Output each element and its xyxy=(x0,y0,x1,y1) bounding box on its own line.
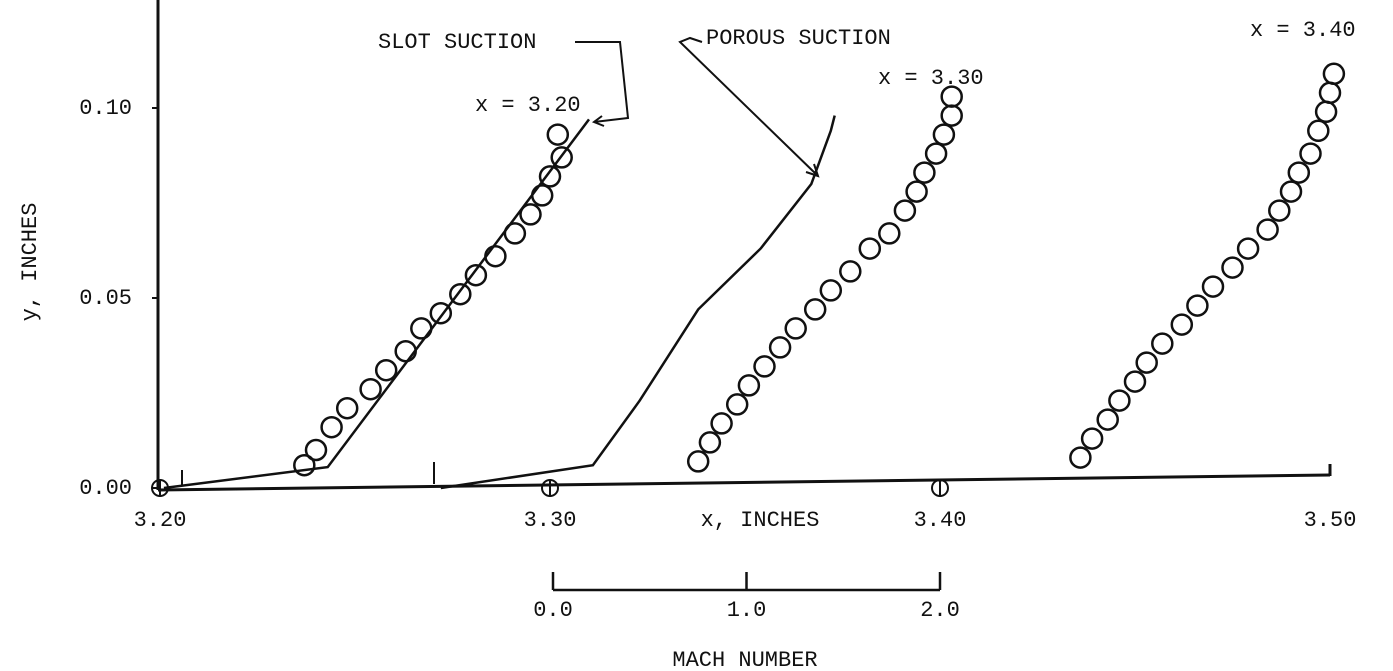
data-point xyxy=(1069,446,1092,469)
data-point xyxy=(1268,199,1291,222)
mach-tick-label: 1.0 xyxy=(727,598,767,623)
data-point xyxy=(858,237,882,260)
data-point xyxy=(940,104,963,127)
data-point xyxy=(550,146,573,169)
data-point xyxy=(449,282,472,306)
data-point xyxy=(1170,313,1194,336)
data-point xyxy=(905,180,928,203)
data-point xyxy=(293,453,316,477)
data-point xyxy=(893,199,917,222)
data-point xyxy=(1151,332,1174,355)
porous-leader xyxy=(678,36,819,177)
data-point xyxy=(940,85,963,108)
data-point xyxy=(1307,119,1330,143)
curve xyxy=(440,115,836,490)
porous-arrowhead xyxy=(805,163,820,178)
data-point xyxy=(1108,389,1131,412)
series-label: x = 3.30 xyxy=(878,66,984,91)
data-point xyxy=(737,374,761,397)
data-point xyxy=(464,263,488,287)
x-tick-label: 3.30 xyxy=(524,508,577,533)
mach-tick-label: 2.0 xyxy=(920,598,960,623)
mach-tick-label: 0.0 xyxy=(533,598,573,623)
data-point xyxy=(530,184,554,207)
data-point xyxy=(803,298,827,321)
data-point xyxy=(698,431,722,454)
data-point xyxy=(538,165,562,188)
data-point xyxy=(839,260,862,283)
data-point xyxy=(1299,142,1322,165)
data-point xyxy=(932,123,956,146)
y-tick-label: 0.10 xyxy=(79,96,132,121)
data-point xyxy=(913,161,936,184)
data-point xyxy=(753,355,776,378)
y-axis-label: y, INCHES xyxy=(18,203,43,322)
data-point xyxy=(519,203,542,226)
x-axis xyxy=(157,473,1331,492)
mach-axis-label: MACH NUMBER xyxy=(672,648,817,671)
data-point xyxy=(503,222,527,245)
slot-arrowhead xyxy=(591,115,605,127)
x-tick-label: 3.50 xyxy=(1304,508,1357,533)
data-point xyxy=(1135,351,1158,374)
data-point xyxy=(484,244,507,268)
data-point xyxy=(784,317,807,340)
series-label: x = 3.20 xyxy=(475,93,581,118)
y-tick-label: 0.05 xyxy=(79,286,132,311)
data-point xyxy=(335,396,359,420)
data-point xyxy=(686,450,710,473)
data-point xyxy=(394,339,417,363)
data-point xyxy=(819,279,843,302)
data-point xyxy=(1256,218,1279,241)
data-point xyxy=(1221,256,1244,279)
y-tick-label: 0.00 xyxy=(79,476,132,501)
data-point xyxy=(1287,161,1311,184)
data-point xyxy=(304,438,328,462)
series-label: x = 3.40 xyxy=(1250,18,1356,43)
data-point xyxy=(359,377,382,401)
data-point xyxy=(725,393,749,416)
x-tick-label: 3.20 xyxy=(134,508,187,533)
data-point xyxy=(1123,370,1147,393)
data-point xyxy=(878,222,901,245)
data-point xyxy=(410,317,433,340)
data-point xyxy=(710,412,733,435)
x-axis-label: x, INCHES xyxy=(701,508,820,533)
data-point xyxy=(1322,62,1346,86)
curve xyxy=(163,118,590,490)
data-point xyxy=(1279,180,1303,203)
data-point xyxy=(1201,275,1225,298)
data-point xyxy=(320,415,343,439)
data-point xyxy=(1314,100,1338,124)
data-point xyxy=(1186,294,1209,317)
data-point xyxy=(1080,427,1104,450)
data-point xyxy=(374,358,398,382)
series-label: POROUS SUCTION xyxy=(706,26,891,51)
data-point xyxy=(429,301,453,325)
slot-leader xyxy=(575,41,630,123)
data-point xyxy=(1096,408,1119,431)
data-point xyxy=(1236,237,1260,260)
data-point xyxy=(546,123,570,146)
series-label: SLOT SUCTION xyxy=(378,30,536,55)
data-point xyxy=(768,336,792,359)
data-point xyxy=(924,142,948,165)
data-point xyxy=(1318,81,1342,105)
x-tick-label: 3.40 xyxy=(914,508,967,533)
